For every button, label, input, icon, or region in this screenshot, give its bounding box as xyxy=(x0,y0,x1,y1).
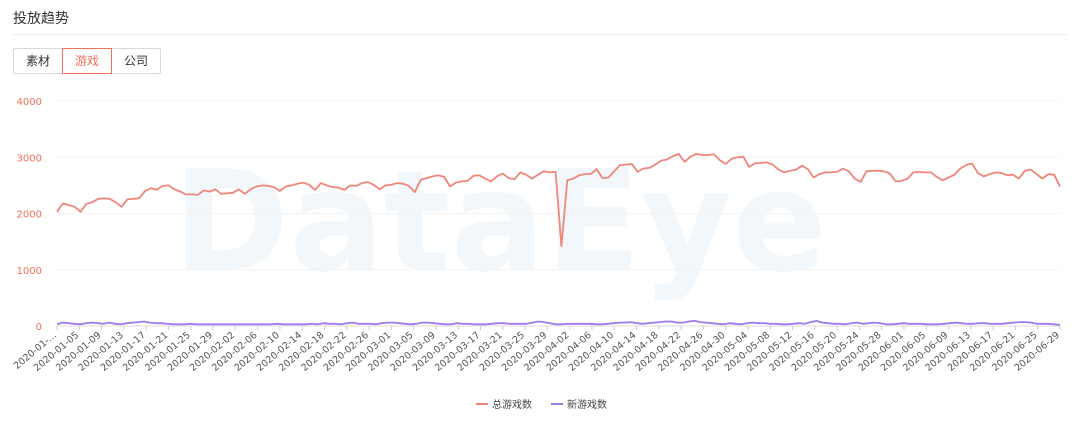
y-tick-label: 1000 xyxy=(17,266,42,277)
series-layer xyxy=(56,153,1061,326)
header-divider xyxy=(13,34,1067,35)
y-tick-label: 2000 xyxy=(17,210,42,221)
grid xyxy=(57,100,1060,327)
legend-label-total: 总游戏数 xyxy=(492,398,532,411)
y-tick-label: 3000 xyxy=(17,153,42,164)
y-axis: 0 1000 2000 3000 4000 xyxy=(17,97,42,333)
y-tick-label: 0 xyxy=(36,322,42,333)
series-line-new-games xyxy=(56,320,1061,326)
page-title: 投放趋势 xyxy=(13,11,69,27)
tab-group: 素材 游戏 公司 xyxy=(13,48,162,74)
x-axis: 2020-01-...2020-01-052020-01-092020-01-1… xyxy=(12,326,1062,374)
tab-game[interactable]: 游戏 xyxy=(62,48,113,74)
legend-label-new: 新游戏数 xyxy=(567,398,607,411)
watermark-logo: DataEye xyxy=(173,141,827,304)
series-line-total-games xyxy=(56,153,1061,247)
legend[interactable]: 总游戏数 新游戏数 xyxy=(476,398,607,411)
y-tick-label: 4000 xyxy=(17,97,42,108)
